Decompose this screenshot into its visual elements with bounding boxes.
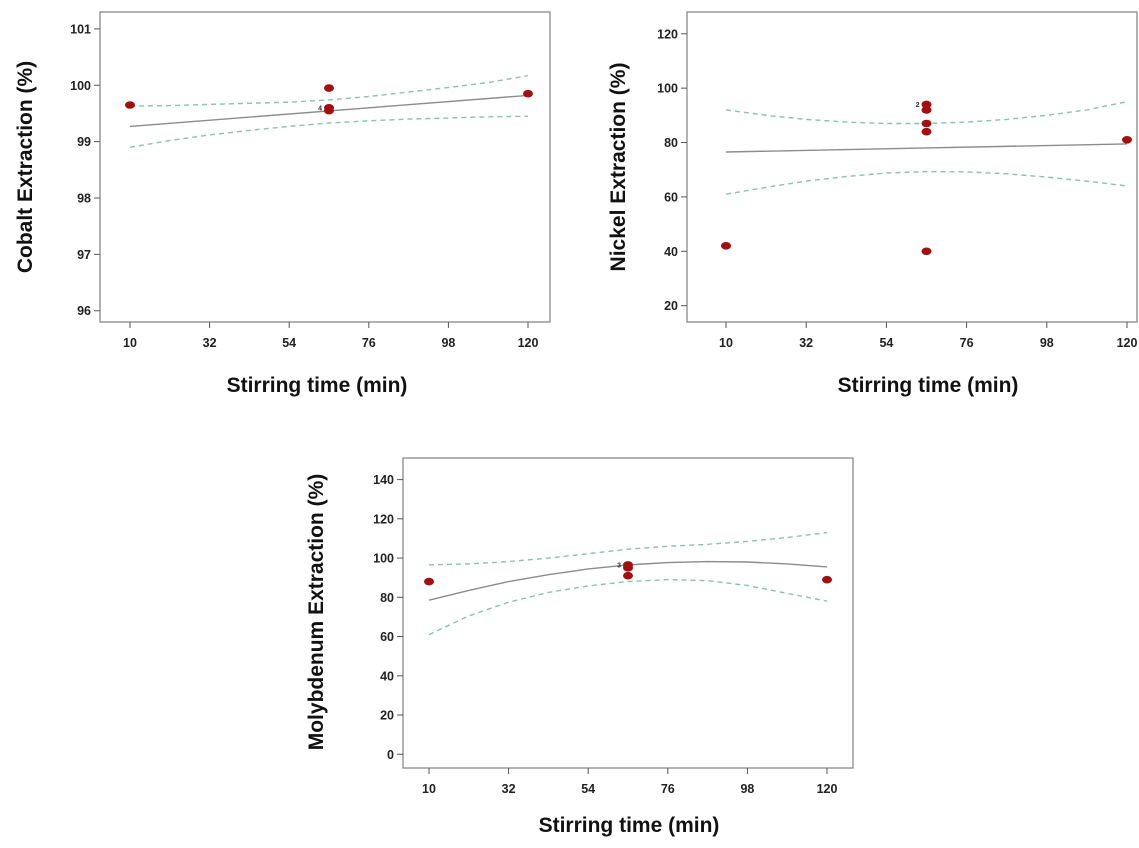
- confidence-band: [129, 75, 529, 148]
- x-tick-label: 76: [362, 336, 376, 350]
- y-tick-label: 96: [77, 304, 91, 318]
- x-tick-label: 10: [422, 782, 436, 796]
- data-point: [822, 575, 832, 584]
- ci-upper-line: [428, 531, 828, 566]
- x-axis-ticks: 10 32 54 76 98 120: [719, 322, 1137, 350]
- x-axis-title: Stirring time (min): [838, 374, 1019, 397]
- data-point: [125, 101, 135, 109]
- data-points: 4: [125, 84, 533, 115]
- nickel-extraction-chart: 2 10 32 54 76 98 120 20 40 60 80 100 120 Stirring …: [607, 11, 1138, 397]
- y-tick-label: 100: [373, 552, 394, 566]
- x-tick-label: 76: [661, 782, 675, 796]
- data-points: 2: [721, 100, 1132, 256]
- data-point: [921, 106, 932, 114]
- data-point: [921, 119, 932, 128]
- data-points: 3: [424, 561, 832, 586]
- data-point: [921, 100, 932, 109]
- y-tick-label: 97: [77, 248, 91, 262]
- y-tick-label: 0: [387, 748, 394, 762]
- y-axis-ticks: 20 40 60 80 100 120: [657, 27, 687, 313]
- data-point: [921, 127, 932, 136]
- y-axis-title: Nickel Extraction (%): [607, 63, 630, 272]
- y-tick-label: 20: [664, 299, 678, 313]
- data-point: [623, 571, 633, 580]
- plot-frame: [686, 11, 1138, 323]
- y-tick-label: 100: [70, 79, 91, 93]
- y-tick-label: 60: [380, 630, 394, 644]
- x-tick-label: 32: [203, 336, 217, 350]
- y-tick-label: 98: [77, 192, 91, 206]
- data-point: [1122, 136, 1132, 144]
- point-count-label: 3: [617, 562, 621, 569]
- y-tick-label: 120: [373, 512, 394, 526]
- x-tick-label: 10: [719, 336, 733, 350]
- x-tick-label: 10: [123, 336, 137, 350]
- x-tick-label: 120: [518, 336, 539, 350]
- y-tick-label: 101: [70, 22, 91, 36]
- y-tick-label: 120: [657, 27, 678, 41]
- x-tick-label: 98: [740, 782, 754, 796]
- x-tick-label: 120: [817, 782, 838, 796]
- regression-line: [725, 143, 1128, 153]
- y-tick-label: 40: [664, 245, 678, 259]
- plot-frame: [402, 457, 854, 769]
- data-point: [921, 247, 932, 256]
- x-tick-label: 54: [879, 336, 893, 350]
- y-axis-ticks: 96 97 98 99 100 101: [70, 22, 100, 318]
- x-tick-label: 98: [441, 336, 455, 350]
- cobalt-extraction-chart: 4 10 32 54 76 98 120 96 97 98 99 100 101 Stirring …: [14, 11, 551, 397]
- data-point: [523, 89, 533, 98]
- point-count-label: 4: [318, 105, 322, 112]
- point-count-label: 2: [916, 102, 920, 109]
- molybdenum-extraction-chart: 3 10 32 54 76 98 120 0 20 40 60 80 100 120 140 Stirr…: [305, 457, 854, 837]
- x-tick-label: 54: [282, 336, 296, 350]
- fit-line: [725, 143, 1128, 153]
- data-point: [424, 577, 434, 586]
- ci-lower-line: [725, 170, 1128, 195]
- y-tick-label: 140: [373, 473, 394, 487]
- x-tick-label: 98: [1040, 336, 1054, 350]
- y-tick-label: 80: [664, 136, 678, 150]
- y-axis-title: Molybdenum Extraction (%): [305, 474, 328, 751]
- y-tick-label: 60: [664, 190, 678, 204]
- x-tick-label: 76: [960, 336, 974, 350]
- ci-lower-line: [428, 578, 828, 636]
- x-axis-title: Stirring time (min): [539, 814, 720, 837]
- x-axis-ticks: 10 32 54 76 98 120: [422, 768, 837, 796]
- data-point: [623, 564, 633, 572]
- confidence-band: [428, 531, 828, 636]
- x-tick-label: 54: [581, 782, 595, 796]
- y-axis-ticks: 0 20 40 60 80 100 120 140: [373, 473, 403, 762]
- data-point: [721, 242, 731, 250]
- y-tick-label: 40: [380, 669, 394, 683]
- y-tick-label: 80: [380, 591, 394, 605]
- y-tick-label: 20: [380, 709, 394, 723]
- ci-upper-line: [129, 75, 529, 107]
- x-tick-label: 32: [502, 782, 516, 796]
- y-tick-label: 99: [77, 135, 91, 149]
- plot-frame: [99, 11, 551, 323]
- x-axis-ticks: 10 32 54 76 98 120: [123, 322, 538, 350]
- x-axis-title: Stirring time (min): [227, 374, 408, 397]
- x-tick-label: 32: [799, 336, 813, 350]
- y-axis-title: Cobalt Extraction (%): [14, 61, 37, 273]
- data-point: [324, 106, 334, 115]
- y-tick-label: 100: [657, 82, 678, 96]
- x-tick-label: 120: [1117, 336, 1138, 350]
- ci-lower-line: [129, 115, 529, 148]
- data-point: [324, 84, 334, 92]
